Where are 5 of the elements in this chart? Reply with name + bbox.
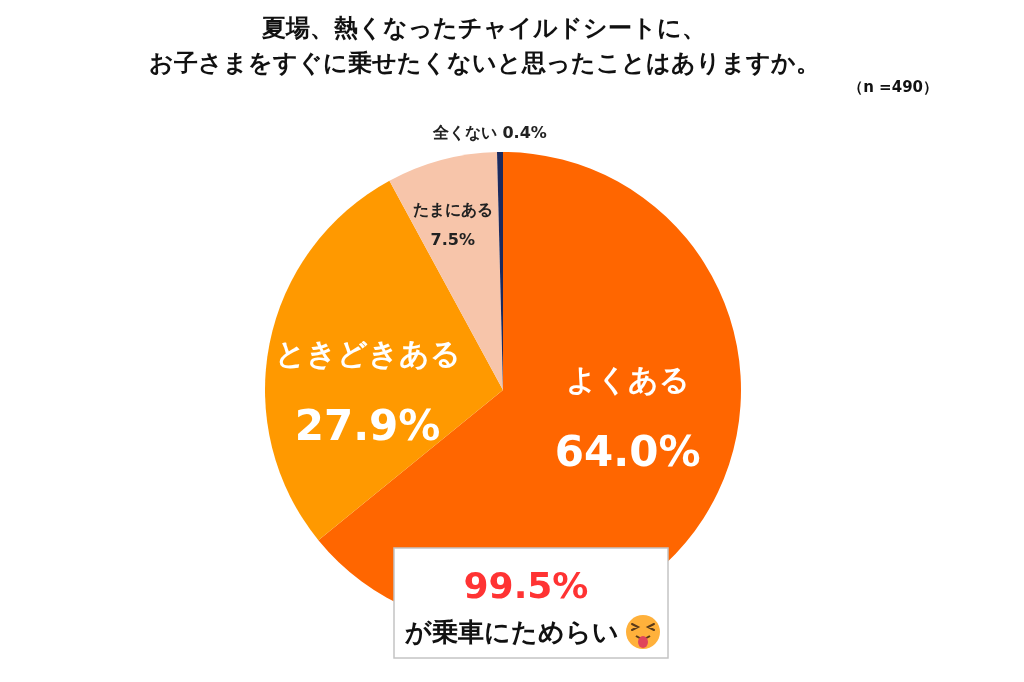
subtitle: お子さまをすぐに乗せたくないと思ったことはありますか。 bbox=[148, 49, 820, 77]
title: 夏場、熱くなったチャイルドシートに、 bbox=[262, 14, 706, 42]
note: （n =490） bbox=[848, 78, 938, 96]
callout-text: が乗車にためらい bbox=[405, 617, 619, 647]
callout-figure: 99.5% bbox=[463, 565, 589, 606]
